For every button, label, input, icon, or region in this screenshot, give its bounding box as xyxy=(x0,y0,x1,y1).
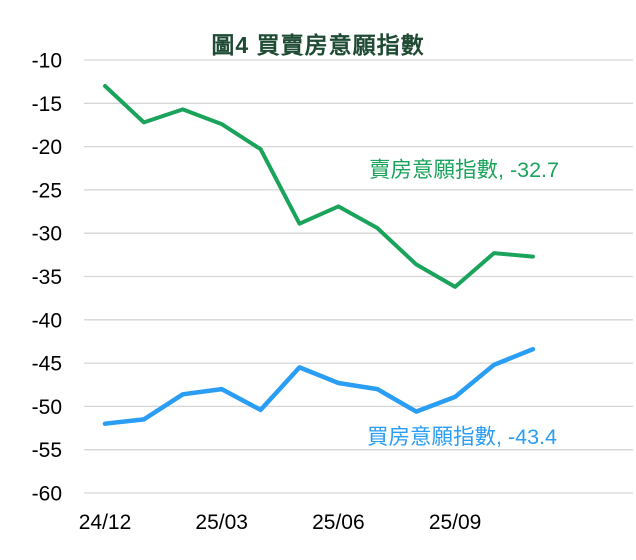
y-axis-tick-label: -55 xyxy=(32,439,62,462)
y-axis-tick-label: -50 xyxy=(32,396,62,419)
y-axis-tick-label: -40 xyxy=(32,309,62,332)
sell-willingness-line xyxy=(103,84,535,289)
y-axis-tick-label: -35 xyxy=(32,266,62,289)
x-axis-tick-label: 25/03 xyxy=(195,511,248,534)
y-axis-tick-label: -20 xyxy=(32,136,62,159)
y-axis-tick-label: -25 xyxy=(32,179,62,202)
x-axis-tick-label: 25/06 xyxy=(312,511,365,534)
sell-series-label: 賣房意願指數, -32.7 xyxy=(369,158,559,182)
buy-willingness-line xyxy=(102,346,536,426)
y-axis-tick-label: -15 xyxy=(32,93,62,116)
y-axis-tick-label: -45 xyxy=(32,353,62,376)
chart-title: 圖4 買賣房意願指數 xyxy=(211,32,425,58)
buy-series-label: 買房意願指數, -43.4 xyxy=(367,425,557,449)
x-axis-tick-label: 25/09 xyxy=(429,511,482,534)
y-axis-tick-label: -30 xyxy=(32,223,62,246)
y-axis-tick-label: -60 xyxy=(32,483,62,506)
x-axis-tick-label: 24/12 xyxy=(79,511,132,534)
y-axis-tick-label: -10 xyxy=(32,50,62,73)
